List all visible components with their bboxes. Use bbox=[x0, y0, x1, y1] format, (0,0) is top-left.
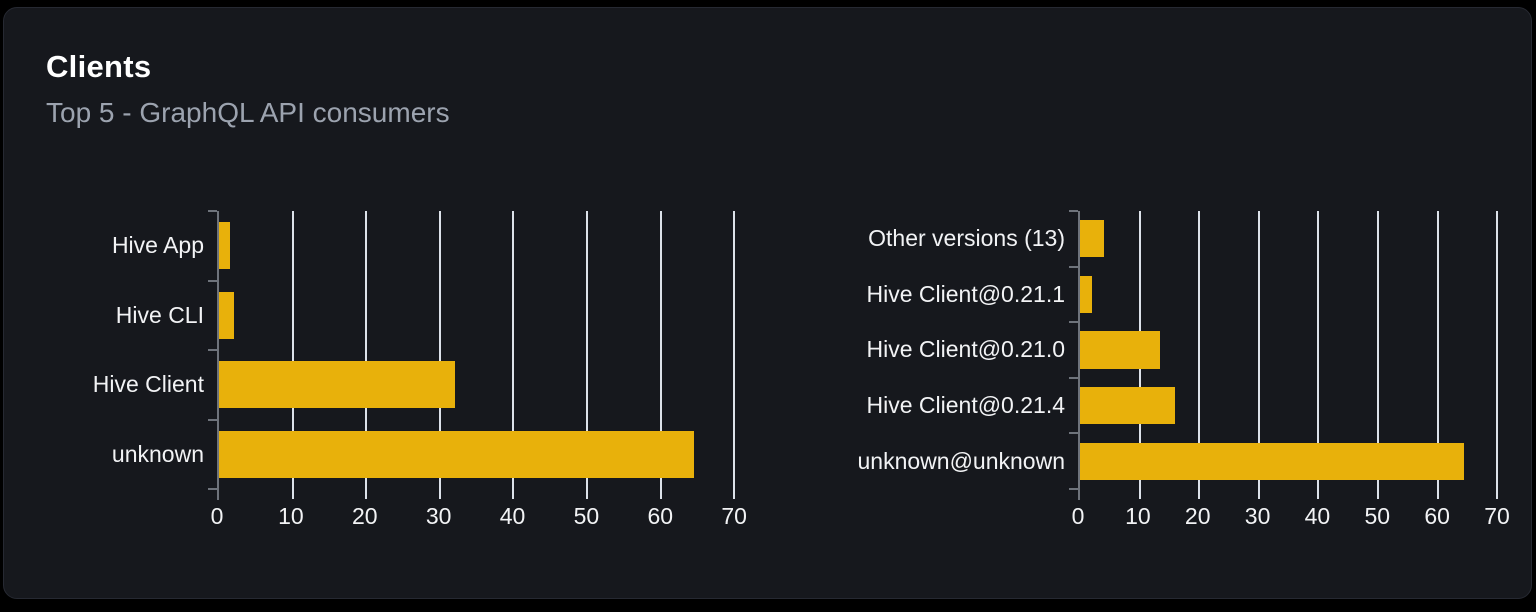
x-axis-tick-label: 0 bbox=[210, 503, 224, 529]
card-header: Clients Top 5 - GraphQL API consumers bbox=[46, 49, 450, 129]
y-axis-label: unknown@unknown bbox=[857, 447, 1065, 474]
x-axis-tick-label: 30 bbox=[425, 503, 452, 529]
bar-row bbox=[219, 420, 760, 490]
x-axis-tick-label: 0 bbox=[1071, 503, 1085, 529]
y-axis-tick bbox=[208, 279, 217, 282]
y-axis-tick bbox=[208, 418, 217, 421]
y-axis-label: Hive Client bbox=[92, 371, 204, 398]
y-axis-tick bbox=[1069, 321, 1078, 324]
y-axis-tick bbox=[208, 349, 217, 351]
x-axis-tick-label: 60 bbox=[647, 503, 674, 529]
gridline bbox=[1198, 211, 1201, 499]
x-axis-tick-label: 50 bbox=[573, 503, 600, 529]
bar-row bbox=[219, 211, 760, 281]
bar bbox=[1080, 442, 1465, 480]
gridline bbox=[733, 211, 736, 499]
bar-row bbox=[1080, 378, 1512, 434]
bar-row bbox=[219, 350, 760, 420]
y-axis-label: Hive Client@0.21.1 bbox=[866, 280, 1066, 307]
x-axis-tick-label: 40 bbox=[1304, 503, 1331, 529]
plot-area bbox=[208, 210, 760, 500]
x-axis-tick-label: 70 bbox=[721, 503, 747, 529]
y-axis-tick bbox=[208, 488, 217, 490]
x-axis-tick-label: 50 bbox=[1364, 503, 1391, 529]
bar-row bbox=[1080, 433, 1512, 489]
top-clients-bar-chart: Hive App Hive CLI Hive Client unknown 0 10 20… bbox=[46, 210, 760, 531]
y-axis-labels: Other versions (13) Hive Client@0.21.1 Hiv… bbox=[850, 211, 1078, 489]
y-axis-label: Hive Client@0.21.4 bbox=[866, 392, 1066, 419]
gridline bbox=[291, 211, 294, 499]
gridline bbox=[1436, 211, 1439, 499]
bar-row bbox=[1080, 267, 1512, 323]
y-axis-label: Hive Client@0.21.0 bbox=[866, 336, 1066, 363]
top-client-versions-bar-chart: Other versions (13) Hive Client@0.21.1 Hiv… bbox=[850, 210, 1512, 531]
bar bbox=[219, 291, 234, 339]
gridline bbox=[659, 211, 662, 499]
bar-row bbox=[1080, 322, 1512, 378]
gridline bbox=[365, 211, 368, 499]
gridline bbox=[1376, 211, 1379, 499]
plot-wrap: Other versions (13) Hive Client@0.21.1 Hiv… bbox=[850, 210, 1512, 500]
bar bbox=[1080, 275, 1092, 313]
y-axis-tick bbox=[1069, 376, 1078, 379]
gridline bbox=[1317, 211, 1320, 499]
y-axis-label: Hive App bbox=[111, 232, 204, 259]
y-axis-label: Other versions (13) bbox=[868, 225, 1065, 252]
y-axis-tick bbox=[208, 210, 217, 212]
y-axis-labels: Hive App Hive CLI Hive Client unknown bbox=[46, 211, 217, 489]
bar-row bbox=[219, 281, 760, 351]
x-axis-tick-label: 30 bbox=[1244, 503, 1271, 529]
plot-area bbox=[1069, 210, 1512, 500]
gridline bbox=[438, 211, 441, 499]
bar bbox=[1080, 331, 1161, 369]
x-axis-labels: 0 10 20 30 40 50 60 70 bbox=[1072, 503, 1512, 531]
gridline bbox=[512, 211, 515, 499]
x-axis-labels: 0 10 20 30 40 50 60 70 bbox=[211, 503, 760, 531]
bar-row bbox=[1080, 211, 1512, 267]
x-axis-tick-label: 20 bbox=[351, 503, 378, 529]
bar bbox=[1080, 386, 1176, 425]
card-subtitle: Top 5 - GraphQL API consumers bbox=[46, 97, 450, 129]
x-axis-tick-label: 70 bbox=[1484, 503, 1510, 529]
x-axis-tick-label: 20 bbox=[1184, 503, 1211, 529]
y-axis-label: Hive CLI bbox=[115, 301, 204, 328]
clients-card: Clients Top 5 - GraphQL API consumers Hi… bbox=[3, 7, 1532, 599]
bar bbox=[219, 361, 455, 409]
plot-wrap: Hive App Hive CLI Hive Client unknown bbox=[46, 210, 760, 500]
bar bbox=[1080, 220, 1104, 258]
x-axis-tick-label: 10 bbox=[1125, 503, 1151, 529]
bar bbox=[219, 222, 231, 270]
y-axis-tick bbox=[1069, 488, 1078, 490]
card-title: Clients bbox=[46, 49, 152, 84]
y-axis-tick bbox=[1069, 265, 1078, 268]
x-axis-tick-label: 10 bbox=[278, 503, 304, 529]
gridline bbox=[586, 211, 589, 499]
y-axis-tick bbox=[1069, 210, 1078, 212]
x-axis-tick-label: 60 bbox=[1424, 503, 1450, 529]
y-axis-label: unknown bbox=[111, 440, 204, 467]
x-axis-tick-label: 40 bbox=[499, 503, 526, 529]
y-axis-tick bbox=[1069, 432, 1078, 435]
gridline bbox=[1257, 211, 1260, 499]
gridline bbox=[1496, 211, 1499, 499]
bar bbox=[219, 430, 694, 478]
